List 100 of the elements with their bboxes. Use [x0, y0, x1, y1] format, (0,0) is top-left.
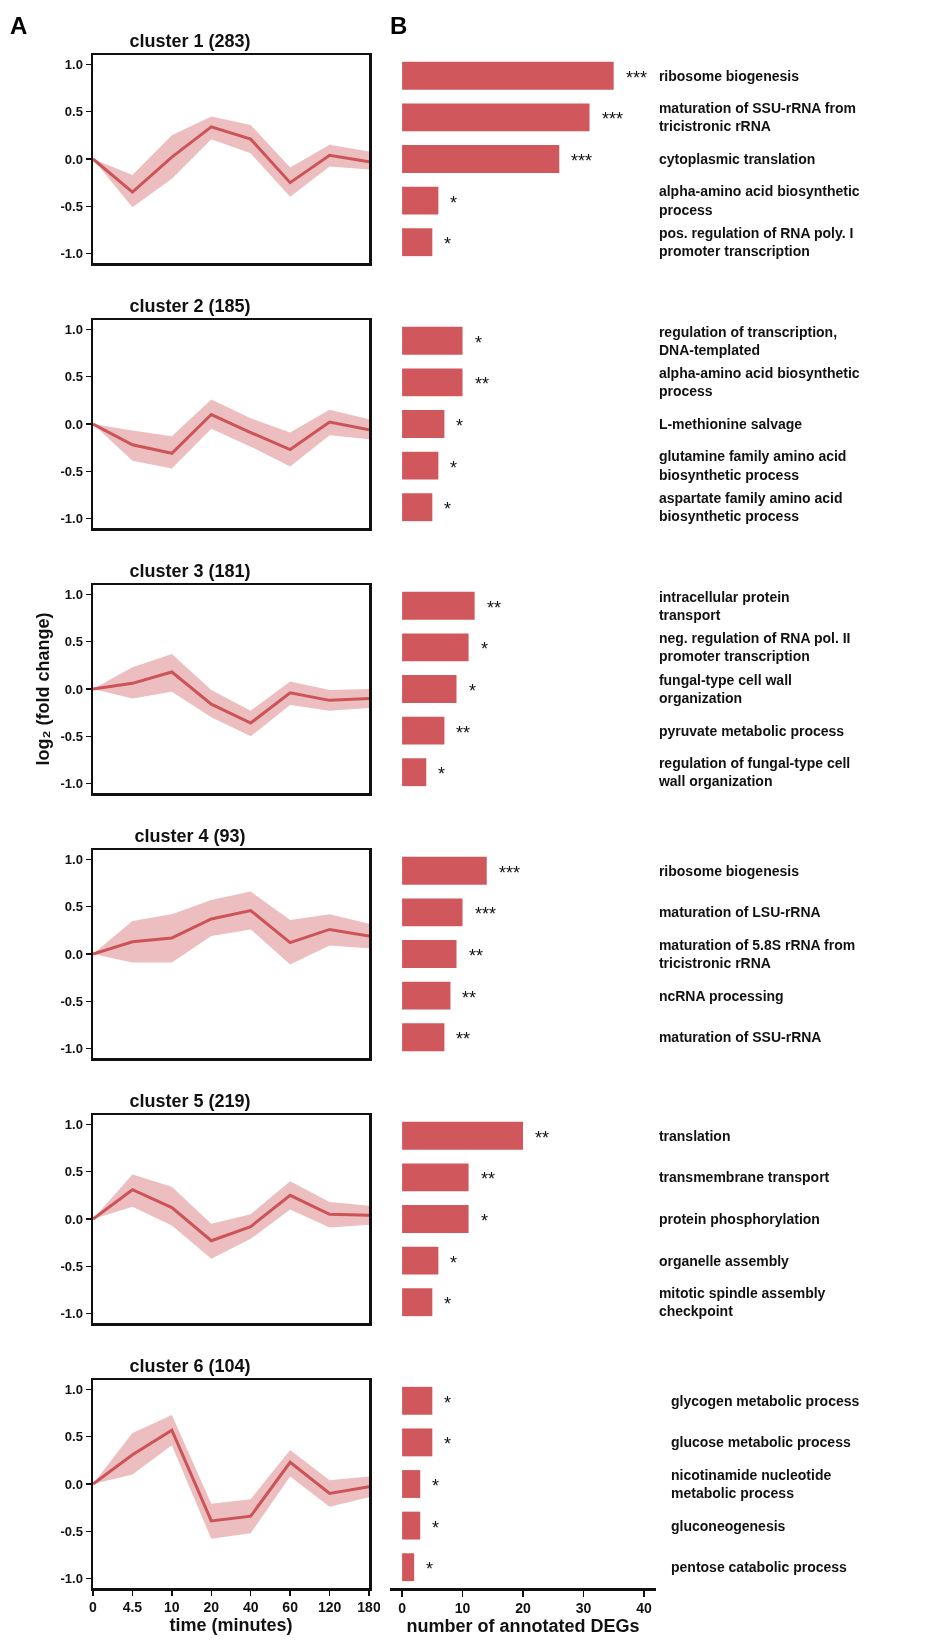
y-tick-label: -1.0	[60, 1306, 83, 1322]
y-tick-label: mitotic spindle assembly checkpoint	[658, 1285, 826, 1320]
chart-title: cluster 5 (219)	[129, 1091, 251, 1111]
line-series	[93, 413, 369, 455]
y-tick-label: cytoplasmic translation	[658, 150, 816, 167]
bar	[402, 758, 427, 787]
x-tick-label: 0	[89, 1599, 98, 1616]
annotation: *	[475, 333, 483, 353]
annotation: ***	[499, 863, 521, 883]
y-tick-label: -0.5	[60, 463, 83, 479]
bar	[402, 633, 469, 662]
y-tick-label: 0.5	[64, 899, 83, 915]
bar	[402, 1288, 433, 1317]
bar	[402, 1246, 439, 1275]
y-tick-label: glycogen metabolic process	[671, 1392, 860, 1409]
annotation: **	[535, 1128, 550, 1148]
y-tick-label: 1.0	[64, 587, 83, 602]
y-tick-label: maturation of LSU-rRNA	[658, 904, 821, 921]
annotation: *	[444, 234, 452, 254]
bar	[402, 716, 445, 745]
x-tick-label: 4.5	[122, 1599, 143, 1616]
y-tick-label: 0.5	[64, 1429, 83, 1445]
y-tick-label: 0.0	[64, 1476, 83, 1492]
line-series	[93, 1428, 369, 1523]
chart-title: cluster 4 (93)	[134, 826, 246, 846]
y-tick-label: -0.5	[60, 1523, 83, 1539]
annotation: **	[481, 1169, 496, 1189]
chart-title: cluster 1 (283)	[129, 31, 251, 51]
y-tick-label: -1.0	[60, 1041, 83, 1057]
bar	[402, 451, 439, 480]
line-series	[93, 909, 369, 956]
x-axis-title: time (minutes)	[169, 1615, 293, 1636]
y-axis-title: log₂ (fold change)	[33, 612, 54, 766]
bar	[402, 1511, 421, 1540]
y-tick-label: 0.0	[64, 151, 83, 167]
y-tick-label: ribosome biogenesis	[658, 67, 800, 84]
y-tick-label: pos. regulation of RNA poly. I promoter transcription	[658, 225, 854, 260]
y-tick-label: 0.0	[64, 681, 83, 697]
y-tick-label: -1.0	[60, 776, 83, 792]
y-tick-label: -1.0	[60, 1571, 83, 1587]
annotation: *	[432, 1518, 440, 1538]
annotation: ***	[475, 904, 497, 924]
annotation: *	[444, 1434, 452, 1454]
y-tick-label: translation	[658, 1127, 731, 1144]
bar	[402, 493, 433, 522]
annotation: *	[469, 681, 477, 701]
bar	[402, 1428, 433, 1457]
y-tick-label: 0.0	[64, 416, 83, 432]
annotation: ***	[626, 68, 648, 88]
annotation: *	[450, 458, 458, 478]
chart-title: cluster 3 (181)	[129, 561, 251, 581]
y-tick-label: maturation of 5.8S rRNA from tricistronic rRNA	[658, 936, 856, 971]
annotation: **	[475, 374, 490, 394]
line-series	[93, 670, 369, 725]
text: B	[390, 12, 408, 39]
annotation: *	[444, 499, 452, 519]
y-tick-label: 0.0	[64, 1211, 83, 1227]
y-tick-label: maturation of SSU-rRNA	[658, 1029, 822, 1046]
x-tick-label: 40	[636, 1600, 652, 1617]
bar	[402, 1205, 469, 1233]
bar	[402, 326, 463, 355]
y-tick-label: regulation of fungal-type cell wall organization	[657, 755, 851, 790]
y-tick-label: ribosome biogenesis	[658, 862, 800, 879]
annotation: *	[450, 1253, 458, 1273]
annotation: *	[481, 639, 489, 659]
y-tick-label: fungal-type cell wall organization	[658, 671, 792, 706]
y-tick-label: glucose metabolic process	[671, 1434, 851, 1451]
y-tick-label: ncRNA processing	[658, 987, 784, 1004]
bar	[402, 898, 463, 927]
annotation: *	[432, 1476, 440, 1496]
bar	[402, 61, 614, 90]
y-tick-label: glutamine family amino acid biosynthetic process	[658, 448, 847, 483]
y-tick-label: -0.5	[60, 993, 83, 1009]
y-tick-label: -1.0	[60, 511, 83, 527]
annotation: **	[456, 723, 471, 743]
annotation: ***	[602, 109, 624, 129]
annotation: *	[438, 764, 446, 784]
y-tick-label: intracellular protein transport	[658, 588, 790, 623]
line-series	[93, 1188, 369, 1243]
y-tick-label: protein phosphorylation	[658, 1210, 820, 1227]
bar	[402, 1470, 421, 1498]
bar	[402, 940, 457, 968]
bar	[402, 1163, 469, 1192]
bar	[402, 410, 445, 438]
bar	[402, 186, 439, 215]
bar	[402, 1121, 523, 1150]
annotation: **	[462, 988, 477, 1008]
y-tick-label: 0.5	[64, 634, 83, 650]
x-tick-label: 40	[242, 1599, 259, 1616]
y-tick-label: organelle assembly	[658, 1252, 790, 1269]
y-tick-label: 0.5	[64, 1164, 83, 1180]
y-tick-label: 1.0	[64, 1117, 83, 1132]
y-tick-label: aspartate family amino acid biosynthetic process	[658, 490, 843, 525]
bar	[402, 675, 457, 703]
annotation: *	[456, 416, 464, 436]
y-tick-label: pyruvate metabolic process	[658, 722, 845, 739]
x-tick-label: 180	[357, 1599, 381, 1616]
y-tick-label: regulation of transcription, DNA-templated	[658, 323, 838, 358]
text: A	[10, 12, 28, 39]
annotation: *	[450, 193, 458, 213]
